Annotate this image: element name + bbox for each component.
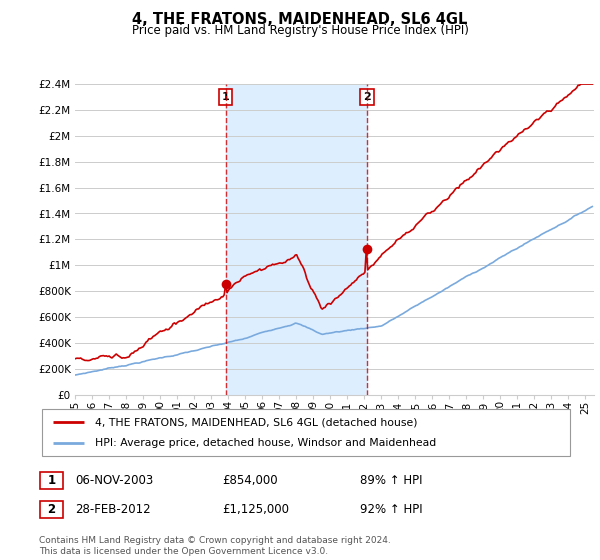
FancyBboxPatch shape xyxy=(40,472,63,489)
Text: £1,125,000: £1,125,000 xyxy=(222,503,289,516)
Text: £854,000: £854,000 xyxy=(222,474,278,487)
Bar xyxy=(226,84,367,395)
Text: 2: 2 xyxy=(363,92,371,102)
Text: 4, THE FRATONS, MAIDENHEAD, SL6 4GL (detached house): 4, THE FRATONS, MAIDENHEAD, SL6 4GL (det… xyxy=(95,417,418,427)
Text: Price paid vs. HM Land Registry's House Price Index (HPI): Price paid vs. HM Land Registry's House … xyxy=(131,24,469,37)
Text: HPI: Average price, detached house, Windsor and Maidenhead: HPI: Average price, detached house, Wind… xyxy=(95,438,436,448)
Text: 1: 1 xyxy=(222,92,229,102)
Text: 2: 2 xyxy=(47,503,56,516)
Text: 89% ↑ HPI: 89% ↑ HPI xyxy=(360,474,422,487)
Text: 92% ↑ HPI: 92% ↑ HPI xyxy=(360,503,422,516)
Text: 06-NOV-2003: 06-NOV-2003 xyxy=(75,474,153,487)
Text: Contains HM Land Registry data © Crown copyright and database right 2024.
This d: Contains HM Land Registry data © Crown c… xyxy=(39,536,391,556)
FancyBboxPatch shape xyxy=(42,409,570,456)
Text: 28-FEB-2012: 28-FEB-2012 xyxy=(75,503,151,516)
FancyBboxPatch shape xyxy=(40,501,63,518)
Text: 1: 1 xyxy=(47,474,56,487)
Text: 4, THE FRATONS, MAIDENHEAD, SL6 4GL: 4, THE FRATONS, MAIDENHEAD, SL6 4GL xyxy=(133,12,467,27)
